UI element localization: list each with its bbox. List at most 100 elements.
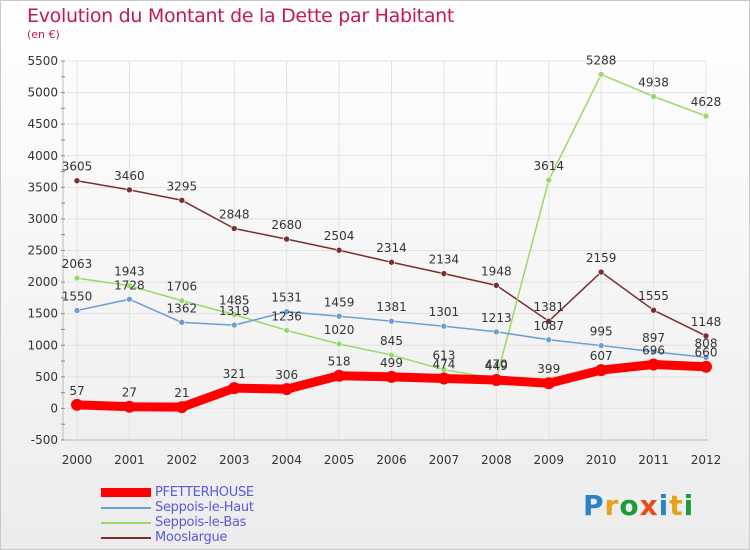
x-tick-label: 2006 (376, 453, 407, 467)
data-label: 518 (328, 355, 351, 369)
data-point (175, 401, 188, 414)
data-label: 399 (537, 362, 560, 376)
data-label: 57 (69, 384, 84, 398)
data-point (123, 400, 136, 413)
data-point (650, 93, 657, 100)
data-point (178, 319, 186, 326)
y-tick-label: 0 (50, 401, 58, 415)
data-label: 1087 (533, 319, 564, 333)
data-point (178, 196, 186, 204)
y-tick-label: 5500 (27, 54, 58, 68)
x-tick-label: 2010 (586, 453, 617, 467)
x-tick-label: 2011 (638, 453, 669, 467)
data-point (647, 358, 660, 371)
data-point (702, 332, 710, 340)
data-label: 1728 (114, 278, 145, 292)
y-tick-label: -500 (31, 433, 58, 447)
data-label: 808 (695, 336, 718, 350)
data-label: 2504 (324, 229, 355, 243)
y-tick-label: 500 (35, 370, 58, 384)
y-tick-label: 1500 (27, 307, 58, 321)
data-label: 321 (223, 367, 246, 381)
legend-item: PFETTERHOUSE (101, 485, 254, 500)
data-point (437, 372, 450, 385)
data-label: 1020 (324, 323, 355, 337)
legend-item: Mooslargue (101, 530, 254, 545)
x-tick-label: 2009 (533, 453, 564, 467)
data-label: 845 (380, 334, 403, 348)
data-point (126, 295, 133, 303)
data-point (702, 112, 710, 120)
data-label: 1706 (167, 280, 198, 294)
logo-letter: r (604, 489, 620, 522)
data-label: 2159 (586, 251, 617, 265)
data-label: 1943 (114, 265, 145, 279)
data-label: 1381 (533, 300, 564, 314)
data-point (283, 308, 290, 316)
data-label: 1555 (638, 289, 669, 303)
x-tick-label: 2005 (324, 453, 355, 467)
data-point (597, 268, 605, 276)
logo-letter: i (683, 489, 695, 522)
data-label: 3295 (167, 179, 198, 193)
y-tick-label: 1000 (27, 338, 58, 352)
data-label: 1550 (62, 290, 93, 304)
data-point (230, 321, 238, 329)
data-label: 1148 (691, 315, 722, 329)
legend-item: Seppois-le-Bas (101, 515, 254, 530)
data-point (493, 328, 500, 336)
data-point (73, 274, 81, 282)
data-label: 1236 (271, 309, 302, 323)
x-tick-label: 2008 (481, 453, 512, 467)
data-label: 2134 (429, 253, 460, 267)
legend-swatch (101, 488, 151, 497)
data-point (333, 369, 346, 382)
data-label: 5288 (586, 53, 617, 67)
data-point (388, 258, 395, 266)
legend: PFETTERHOUSE Seppois-le-Haut Seppois-le-Ba… (101, 485, 254, 545)
data-point (230, 311, 238, 318)
data-label: 4938 (638, 75, 669, 89)
legend-item: Seppois-le-Haut (101, 500, 254, 515)
data-label: 1459 (324, 295, 355, 309)
y-tick-label: 2000 (27, 275, 58, 289)
data-label: 1381 (376, 300, 407, 314)
data-point (545, 336, 553, 344)
data-label: 499 (380, 356, 403, 370)
data-point (545, 317, 553, 325)
data-point (388, 351, 395, 359)
data-point (650, 306, 657, 314)
data-label: 3460 (114, 169, 145, 183)
data-label: 470 (485, 358, 508, 372)
data-point (700, 360, 712, 373)
data-point (126, 282, 133, 289)
legend-label: Mooslargue (155, 530, 228, 545)
y-tick-label: 3500 (27, 180, 58, 194)
data-point (493, 282, 500, 289)
data-point (490, 374, 503, 387)
logo-letter: P (583, 489, 605, 522)
chart-subtitle: (en €) (27, 28, 60, 41)
y-tick-label: 2500 (27, 244, 58, 258)
legend-swatch (101, 537, 151, 539)
x-tick-label: 2007 (429, 453, 460, 467)
data-label: 696 (642, 343, 665, 357)
x-tick-label: 2001 (114, 453, 145, 467)
y-tick-label: 5000 (27, 86, 58, 100)
x-tick-label: 2000 (62, 453, 93, 467)
data-point (230, 225, 238, 232)
data-point (650, 348, 657, 356)
data-label: 1362 (167, 301, 198, 315)
data-label: 3614 (533, 159, 564, 173)
data-label: 21 (174, 386, 189, 400)
data-point (388, 317, 395, 325)
y-tick-label: 4000 (27, 149, 58, 163)
data-label: 2314 (376, 241, 407, 255)
data-point (545, 176, 553, 184)
data-label: 1948 (481, 264, 512, 278)
data-point (126, 186, 133, 194)
data-point (542, 377, 555, 390)
data-point (385, 370, 398, 383)
